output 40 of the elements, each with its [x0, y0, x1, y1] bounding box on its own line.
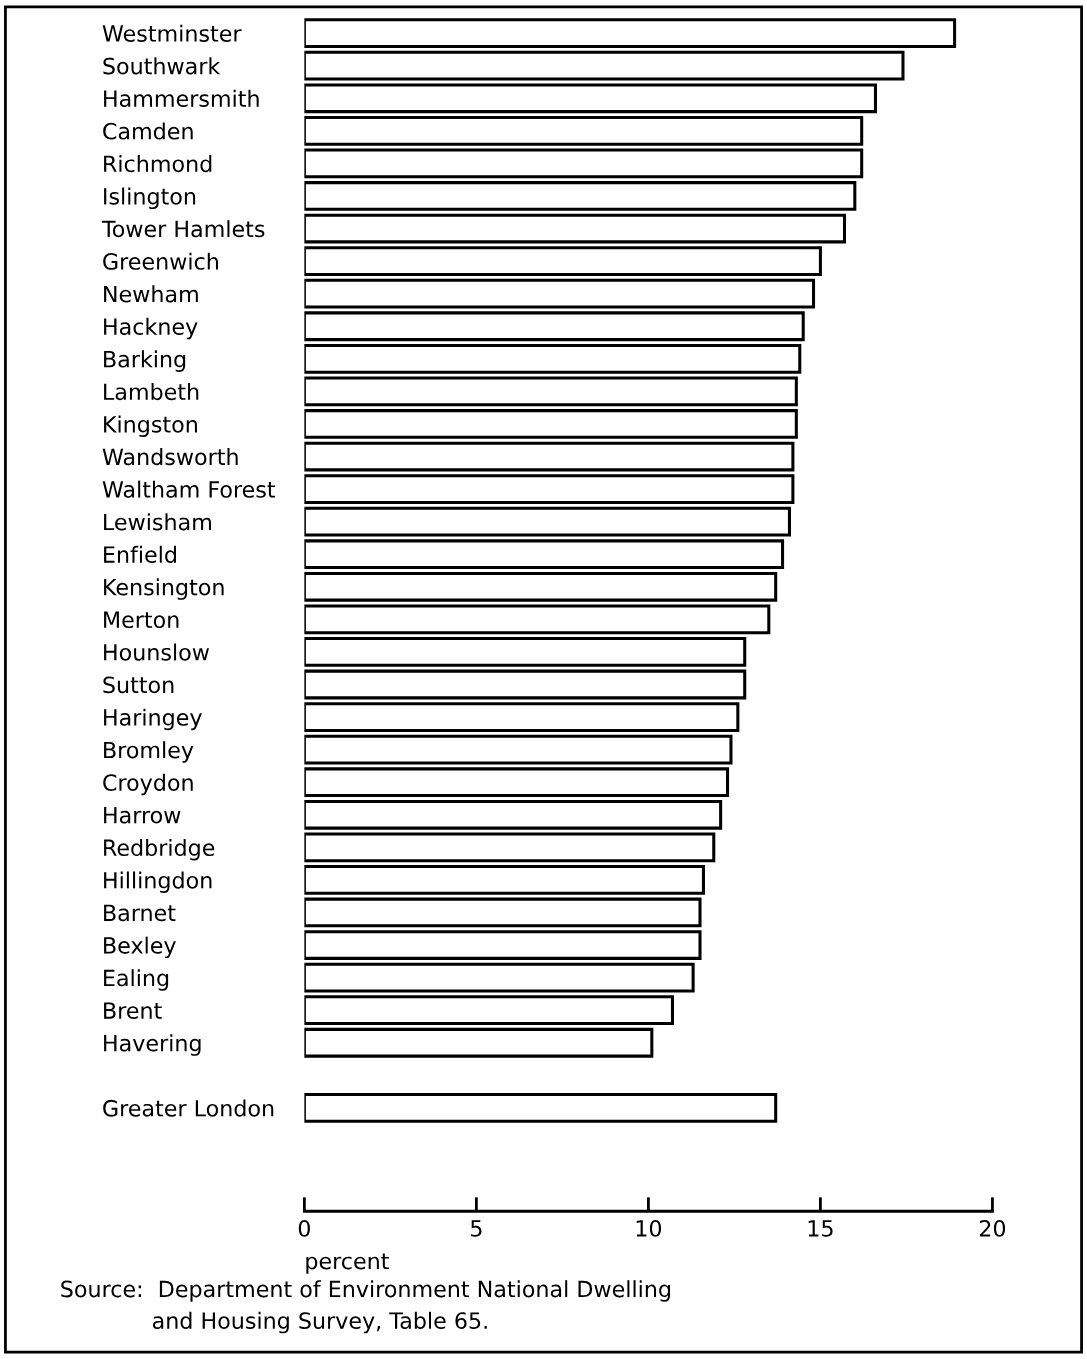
x-tick-label: 5 [471, 1220, 482, 1237]
y-tick-label: Harrow [104, 807, 181, 824]
y-tick-label: Haringey [104, 708, 202, 731]
y-tick-label: Bexley [104, 936, 176, 959]
y-tick-label: Croydon [103, 773, 193, 796]
y-tick-label: Hounslow [104, 643, 209, 661]
y-tick-label: Bromley [104, 741, 194, 763]
source-note: Source: Department of Environment National Dwelling and Housing Survey, Table 65. [61, 1280, 670, 1334]
y-tick-label: Tower Hamlets [101, 220, 265, 238]
y-tick-label: Kingston [104, 415, 197, 438]
y-tick-label: Southwark [103, 57, 221, 75]
y-tick-label: Lewisham [104, 513, 211, 531]
y-tick-label: Redbridge [104, 838, 215, 861]
y-tick-label: Greenwich [103, 252, 218, 270]
x-axis-title: percent [306, 1253, 389, 1274]
y-tick-label: Barnet [104, 904, 176, 922]
y-tick-label: Newham [104, 285, 198, 303]
x-tick-label: 0 [298, 1219, 310, 1237]
y-tick-label: Hillingdon [104, 871, 212, 893]
x-tick-label: 20 [979, 1219, 1006, 1237]
y-tick-label: Havering [104, 1034, 201, 1056]
y-tick-label: Barking [104, 350, 186, 372]
y-tick-label: Hammersmith [104, 89, 259, 108]
y-tick-label: Brent [104, 1002, 162, 1019]
y-tick-label: Richmond [104, 154, 212, 173]
y-tick-label: Kensington [104, 578, 224, 600]
y-tick-label: Islington [104, 187, 196, 210]
x-tick-label: 10 [636, 1219, 662, 1237]
x-tick-label: 15 [808, 1220, 833, 1237]
y-tick-label: Wandsworth [102, 448, 238, 466]
y-tick-label: Westminster [102, 24, 242, 42]
y-tick-label: Merton [104, 611, 179, 629]
y-tick-label: Camden [103, 122, 193, 140]
y-tick-label: Ealing [104, 969, 169, 991]
y-tick-label: Lambeth [104, 382, 199, 401]
y-tick-label: Enfield [104, 545, 176, 563]
y-tick-label: Waltham Forest [102, 480, 276, 498]
y-tick-label: Hackney [104, 317, 198, 340]
y-tick-label: Greater London [103, 1099, 274, 1117]
y-tick-label: Sutton [103, 676, 174, 694]
